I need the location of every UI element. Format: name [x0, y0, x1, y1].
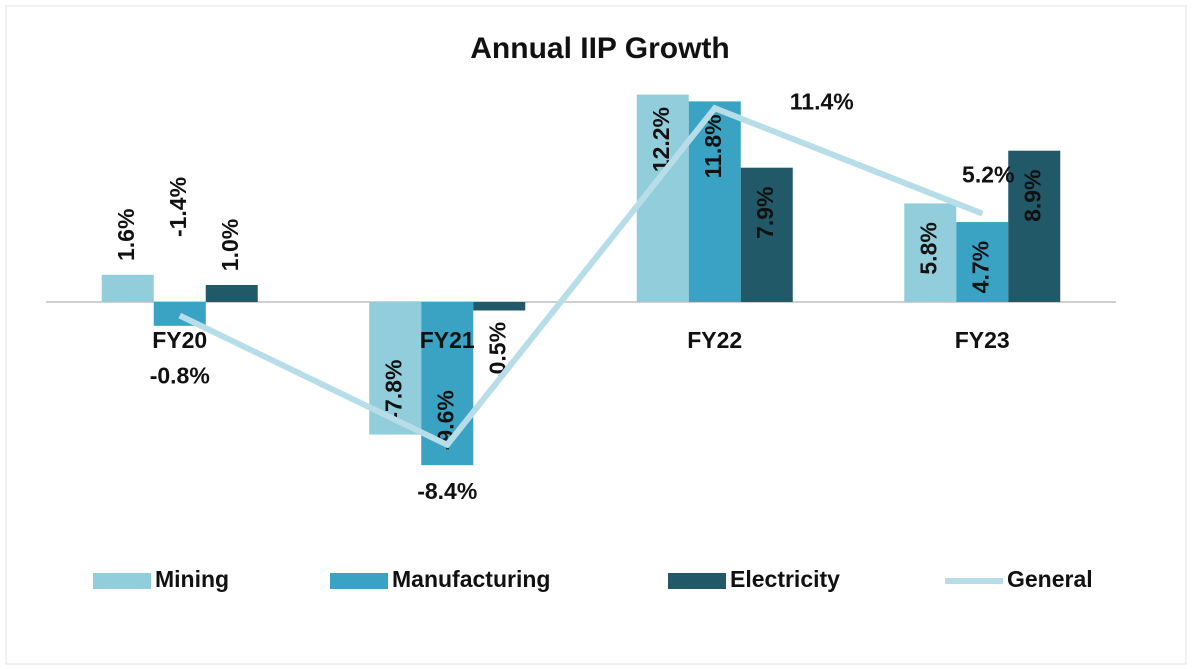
- chart-frame: [5, 5, 1187, 665]
- bar: [1008, 150, 1061, 302]
- legend-swatch: [93, 573, 151, 589]
- legend-label: General: [1007, 566, 1093, 592]
- bar: [740, 167, 793, 302]
- data-label: 5.8%: [915, 222, 941, 274]
- legend-swatch: [330, 573, 388, 589]
- x-tick-label: FY22: [687, 327, 742, 353]
- bar: [904, 203, 957, 302]
- x-tick-label: FY23: [955, 327, 1010, 353]
- x-tick-label: FY20: [152, 327, 207, 353]
- bar: [688, 101, 741, 303]
- bar: [205, 285, 258, 302]
- data-label: -7.8%: [380, 360, 406, 420]
- chart-title: Annual IIP Growth: [470, 32, 729, 65]
- legend-label: Mining: [155, 566, 229, 592]
- data-label: 11.4%: [790, 88, 854, 114]
- data-label: 1.6%: [113, 209, 139, 261]
- legend-label: Manufacturing: [392, 566, 550, 592]
- bar: [956, 222, 1009, 302]
- legend-label: Electricity: [730, 566, 840, 592]
- data-label: 1.0%: [217, 219, 243, 271]
- line: [178, 104, 984, 449]
- data-label: 8.9%: [1019, 169, 1045, 221]
- data-label: -1.4%: [165, 177, 191, 237]
- data-label: -8.4%: [417, 478, 477, 504]
- bar: [101, 274, 154, 302]
- x-tick-label: FY21: [420, 327, 475, 353]
- bar: [473, 302, 526, 311]
- data-label: 4.7%: [967, 241, 993, 293]
- data-label: -0.8%: [150, 363, 210, 389]
- legend-swatch: [668, 573, 726, 589]
- data-label: 7.9%: [752, 186, 778, 238]
- data-label: 5.2%: [962, 162, 1014, 188]
